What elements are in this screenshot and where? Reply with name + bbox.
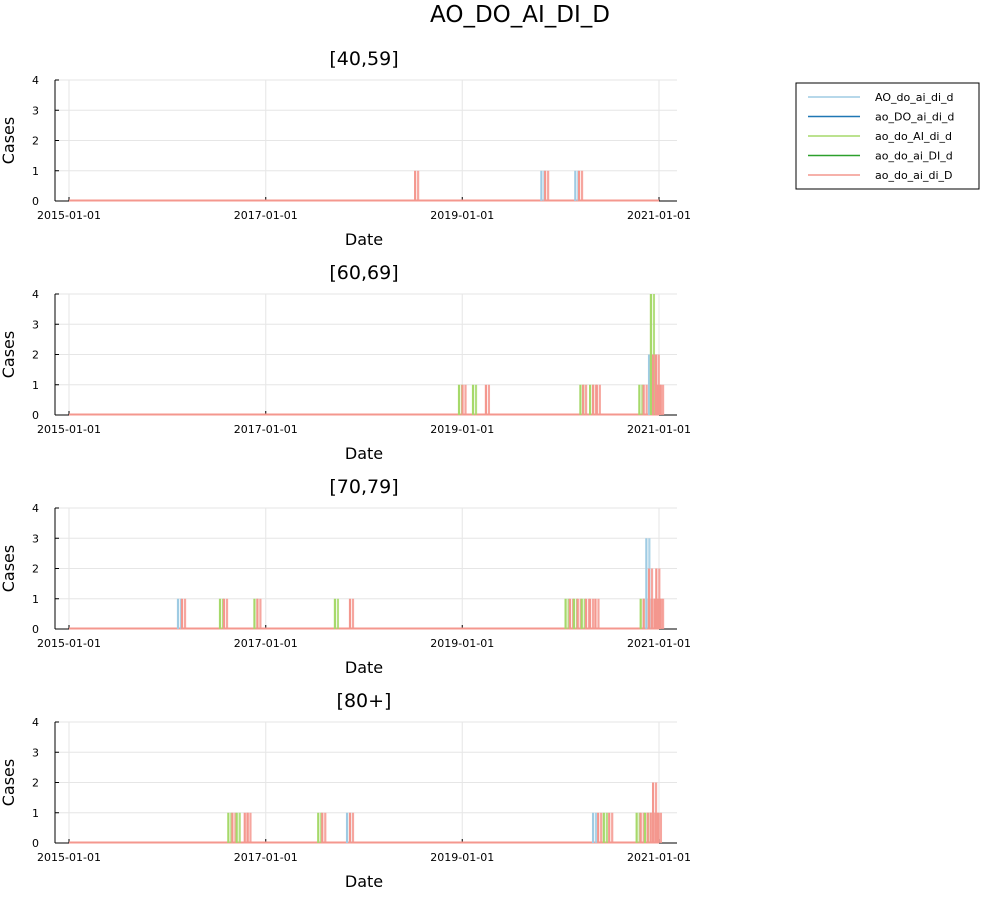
y-tick-label: 2	[32, 135, 39, 148]
x-tick-label: 2017-01-01	[234, 209, 298, 222]
x-tick-label: 2015-01-01	[37, 851, 101, 864]
panel-title: [70,79]	[329, 476, 398, 498]
y-axis-label: Cases	[0, 331, 18, 379]
x-tick-label: 2021-01-01	[627, 851, 691, 864]
y-tick-label: 3	[32, 104, 39, 117]
panel-title: [80+]	[337, 690, 392, 712]
y-axis-label: Cases	[0, 759, 18, 807]
y-tick-label: 2	[32, 349, 39, 362]
x-tick-label: 2021-01-01	[627, 209, 691, 222]
legend-label: AO_do_ai_di_d	[875, 91, 954, 104]
x-tick-label: 2017-01-01	[234, 423, 298, 436]
legend-label: ao_DO_ai_di_d	[875, 111, 954, 124]
legend-label: ao_do_AI_di_d	[875, 130, 952, 143]
y-tick-label: 1	[32, 165, 39, 178]
y-tick-label: 4	[32, 74, 39, 87]
y-tick-label: 1	[32, 593, 39, 606]
y-tick-label: 0	[32, 195, 39, 208]
x-tick-label: 2021-01-01	[627, 637, 691, 650]
y-tick-label: 0	[32, 837, 39, 850]
legend: AO_do_ai_di_d ao_DO_ai_di_d ao_do_AI_di_da…	[795, 82, 980, 190]
y-axis-label: Cases	[0, 545, 18, 593]
x-tick-label: 2015-01-01	[37, 423, 101, 436]
panel: [60,69] 0 1 2 3 4 2015-01-01 2017-01-01 2019-01-…	[0, 262, 691, 463]
panel-title: [40,59]	[329, 48, 398, 70]
panel-title: [60,69]	[329, 262, 398, 284]
x-tick-label: 2015-01-01	[37, 209, 101, 222]
y-tick-label: 4	[32, 502, 39, 515]
y-tick-label: 2	[32, 777, 39, 790]
y-tick-label: 1	[32, 379, 39, 392]
panel: [40,59] 0 1 2 3 4 2015-01-01 2017-01-01 2019-01-…	[0, 48, 691, 249]
x-axis-label: Date	[345, 658, 383, 677]
y-axis-label: Cases	[0, 117, 18, 165]
y-tick-label: 0	[32, 409, 39, 422]
y-tick-label: 3	[32, 746, 39, 759]
figure-title: AO_DO_AI_DI_D	[430, 2, 610, 28]
x-tick-label: 2019-01-01	[430, 209, 494, 222]
legend-label: ao_do_ai_DI_d	[875, 150, 953, 163]
x-axis-label: Date	[345, 872, 383, 891]
x-tick-label: 2015-01-01	[37, 637, 101, 650]
legend-label: ao_do_ai_di_D	[875, 169, 953, 182]
x-tick-label: 2019-01-01	[430, 423, 494, 436]
y-tick-label: 3	[32, 532, 39, 545]
x-tick-label: 2019-01-01	[430, 637, 494, 650]
y-tick-label: 1	[32, 807, 39, 820]
panel: [80+] 0 1 2 3 4 2015-01-01 2017-01-01 2019-01-01…	[0, 690, 691, 891]
x-tick-label: 2017-01-01	[234, 637, 298, 650]
x-axis-label: Date	[345, 444, 383, 463]
y-tick-label: 4	[32, 716, 39, 729]
panels: [40,59] 0 1 2 3 4 2015-01-01 2017-01-01 2019-01-…	[0, 48, 691, 891]
x-tick-label: 2017-01-01	[234, 851, 298, 864]
y-tick-label: 3	[32, 318, 39, 331]
x-tick-label: 2021-01-01	[627, 423, 691, 436]
x-axis-label: Date	[345, 230, 383, 249]
x-tick-label: 2019-01-01	[430, 851, 494, 864]
panel: [70,79] 0 1 2 3 4 2015-01-01 2017-01-01 2019-01-…	[0, 476, 691, 677]
y-tick-label: 4	[32, 288, 39, 301]
y-tick-label: 2	[32, 563, 39, 576]
y-tick-label: 0	[32, 623, 39, 636]
